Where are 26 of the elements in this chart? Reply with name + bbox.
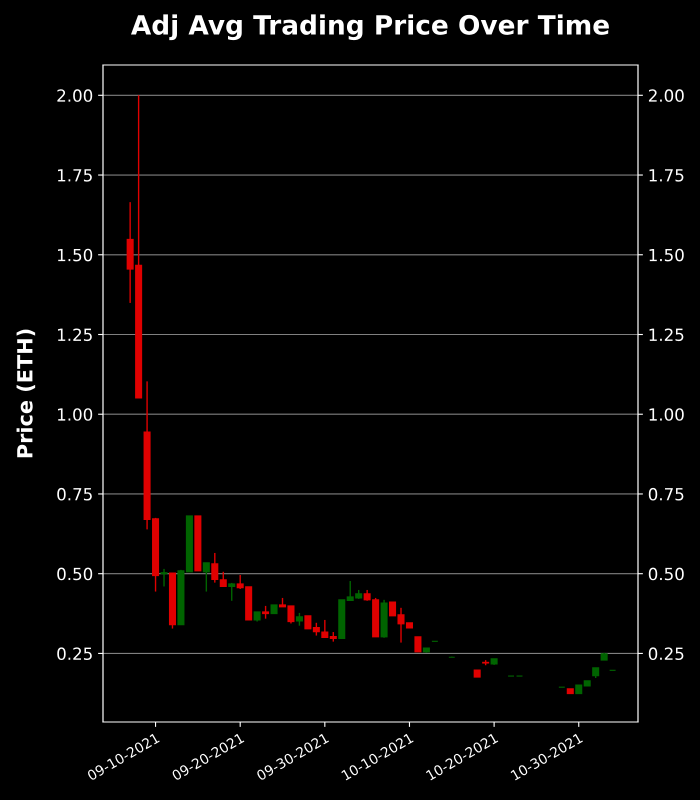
y2-tick-label: 1.25 xyxy=(650,328,684,342)
y2-tick-label: 0.75 xyxy=(648,488,684,501)
y2-tick-label: 1.75 xyxy=(650,169,684,182)
y-tick-label: 1.50 xyxy=(58,248,92,262)
candlestick xyxy=(296,612,303,626)
chart-title: Adj Avg Trading Price Over Time xyxy=(130,14,609,40)
y2-tick-label: 0.50 xyxy=(648,568,684,580)
y-tick-label: 0.50 xyxy=(57,568,92,580)
candlestick xyxy=(592,667,600,679)
y2-tick-label: 1.00 xyxy=(650,408,684,421)
y-tick-label: 1.25 xyxy=(58,328,92,342)
y2-tick-label: 1.50 xyxy=(650,248,684,262)
candlestick xyxy=(254,611,261,622)
y-tick-label: 0.75 xyxy=(57,488,92,501)
y-tick-label: 0.25 xyxy=(57,647,92,660)
y-tick-label: 1.00 xyxy=(58,408,92,421)
candlestick xyxy=(202,562,210,592)
y2-tick-label: 2.00 xyxy=(648,89,684,102)
y2-tick-label: 0.25 xyxy=(648,647,684,660)
candlestick xyxy=(414,636,422,652)
candlestick xyxy=(262,605,270,620)
y-axis-title: Price (ETH) xyxy=(16,330,36,458)
y-tick-label: 2.00 xyxy=(57,89,92,102)
y-tick-label: 1.75 xyxy=(58,169,92,182)
candlestick xyxy=(160,568,168,588)
candlestick xyxy=(228,582,236,602)
